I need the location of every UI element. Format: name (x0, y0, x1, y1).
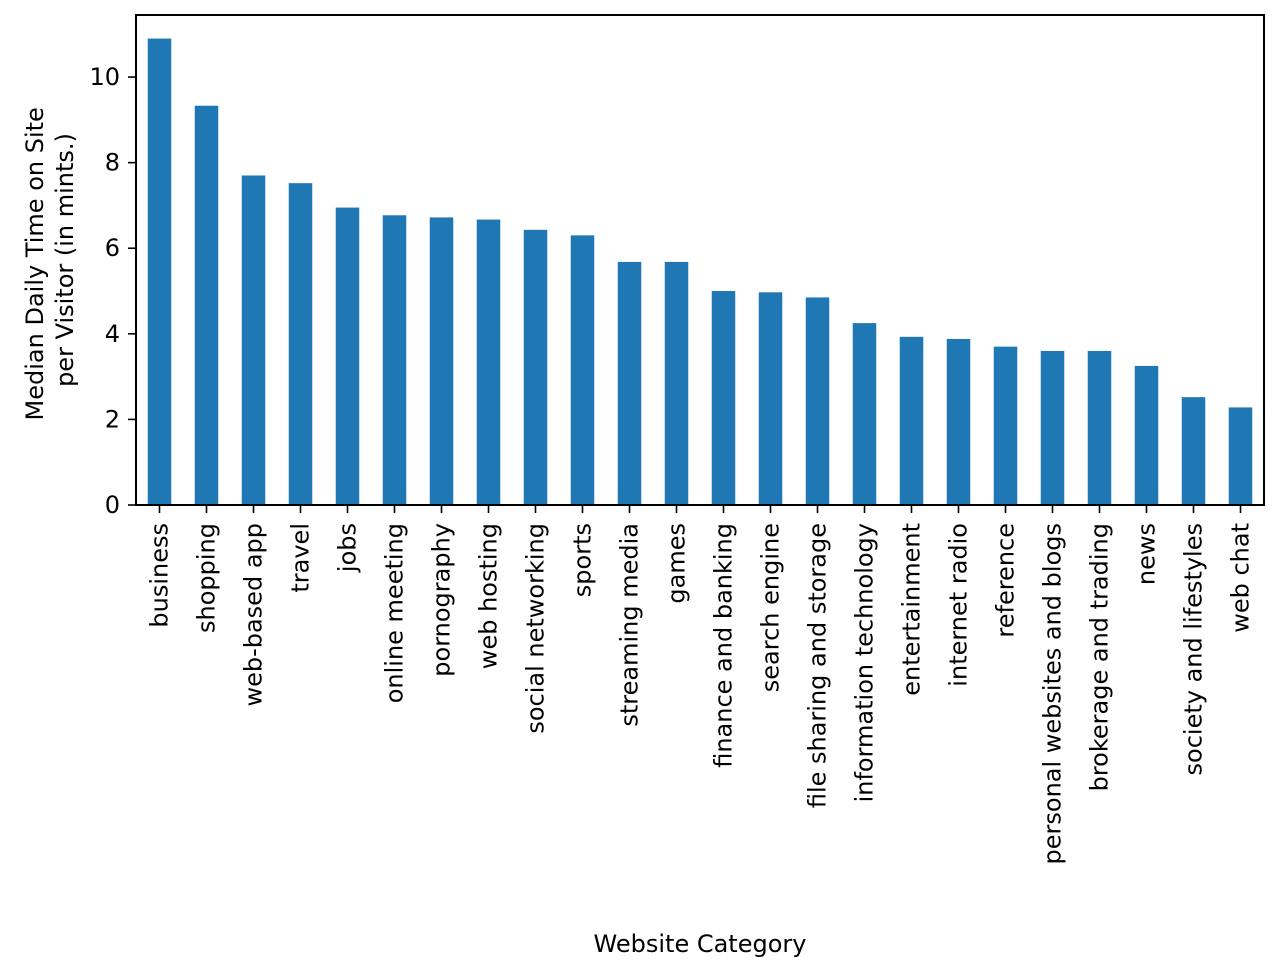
bar-social-networking (523, 229, 548, 505)
bar-information-technology (852, 323, 877, 505)
bar-web-hosting (476, 219, 501, 505)
y-tick-label: 2 (105, 405, 120, 433)
bar-news (1134, 365, 1159, 505)
bar-business (147, 38, 172, 506)
y-tick-label: 10 (89, 63, 120, 91)
x-tick-label: entertainment (898, 523, 926, 696)
x-tick-label: online meeting (381, 523, 409, 703)
bar-file-sharing-and-storage (805, 297, 830, 505)
bars-layer (147, 38, 1253, 506)
y-axis-title-line-2: per Visitor (in mints.) (51, 133, 79, 387)
plot-frame (135, 14, 1265, 506)
bar-shopping (194, 105, 219, 506)
bar-jobs (335, 207, 360, 505)
x-tick-label: pornography (428, 523, 456, 677)
x-tick-label: personal websites and blogs (1039, 523, 1067, 864)
bar-reference (993, 346, 1018, 505)
bar-society-and-lifestyles (1181, 397, 1206, 505)
bar-online-meeting (382, 215, 407, 505)
bar-personal-websites-and-blogs (1040, 350, 1065, 505)
x-tick-label: file sharing and storage (804, 523, 832, 808)
x-tick-label: travel (287, 523, 315, 593)
y-axis: 0 2 4 6 8 10 (89, 63, 136, 519)
x-tick-label: society and lifestyles (1180, 523, 1208, 775)
bar-entertainment (899, 336, 924, 505)
bar-streaming-media (617, 261, 642, 505)
x-tick-label: brokerage and trading (1086, 523, 1114, 791)
bar-internet-radio (946, 338, 971, 505)
x-tick-label: internet radio (945, 523, 973, 687)
x-axis-title: Website Category (594, 930, 807, 958)
bar-web-chat (1228, 407, 1253, 505)
bar-finance-and-banking (711, 291, 736, 505)
bar-search-engine (758, 292, 783, 505)
x-tick-label: web chat (1227, 523, 1255, 633)
x-tick-label: web-based app (240, 523, 268, 707)
x-tick-label: search engine (757, 523, 785, 692)
x-axis: business shopping web-based app travel jobs o… (146, 505, 1255, 864)
bar-web-based-app (241, 175, 266, 505)
x-tick-label: business (146, 523, 174, 628)
bar-brokerage-and-trading (1087, 350, 1112, 505)
x-tick-label: information technology (851, 523, 879, 802)
bar-pornography (429, 217, 454, 505)
y-axis-title-line-1: Median Daily Time on Site (21, 107, 49, 420)
y-tick-label: 6 (105, 234, 120, 262)
bar-sports (570, 235, 595, 506)
bar-games (664, 261, 689, 505)
bar-travel (288, 183, 313, 505)
x-tick-label: reference (992, 523, 1020, 638)
x-tick-label: sports (569, 523, 597, 597)
x-tick-label: shopping (193, 523, 221, 633)
x-tick-label: streaming media (616, 523, 644, 727)
x-tick-label: finance and banking (710, 523, 738, 768)
y-tick-label: 0 (105, 491, 120, 519)
x-tick-label: social networking (522, 523, 550, 734)
y-tick-label: 8 (105, 149, 120, 177)
x-tick-label: games (663, 523, 691, 604)
y-tick-label: 4 (105, 320, 120, 348)
x-tick-label: news (1133, 523, 1161, 585)
x-tick-label: web hosting (475, 523, 503, 669)
y-axis-title: Median Daily Time on Site per Visitor (i… (21, 100, 79, 421)
x-tick-label: jobs (334, 523, 362, 573)
